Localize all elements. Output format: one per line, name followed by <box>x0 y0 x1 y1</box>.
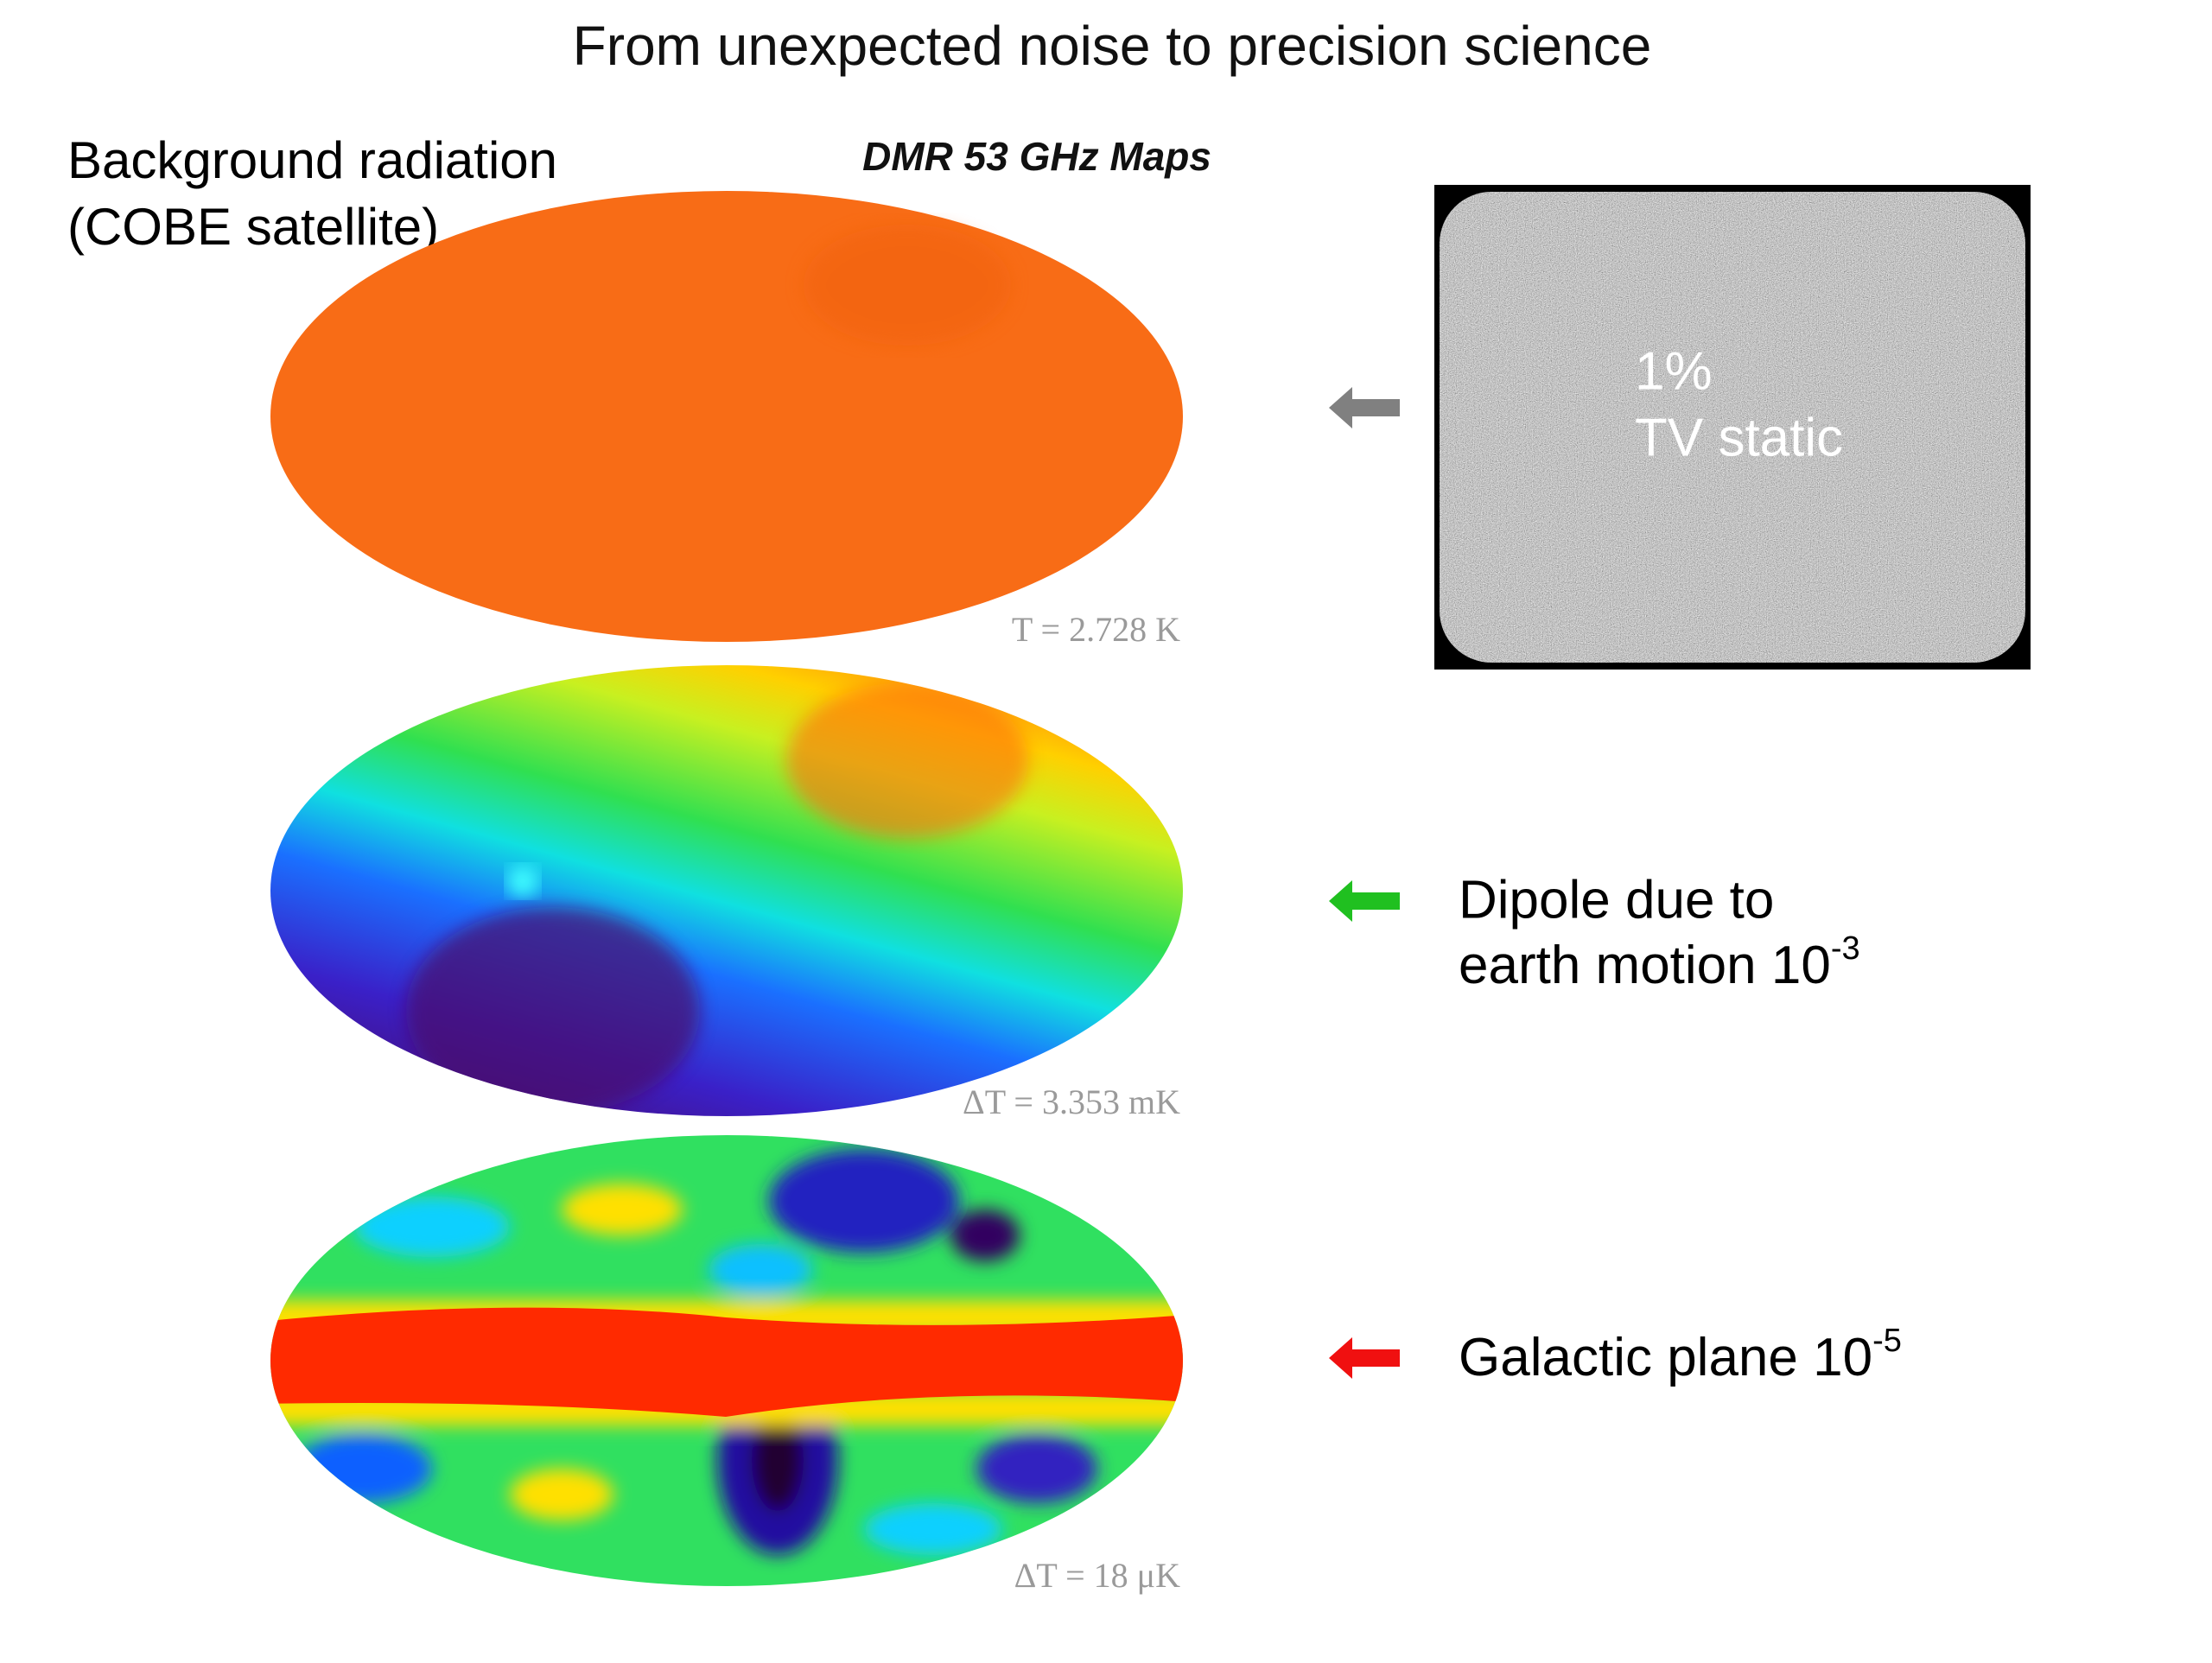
blob <box>709 1244 812 1296</box>
exponent: -5 <box>1872 1323 1902 1359</box>
blob <box>864 1503 1002 1555</box>
dipole-blob <box>406 907 700 1114</box>
blob <box>562 1184 683 1235</box>
note-text: Galactic plane 10 <box>1459 1328 1872 1387</box>
map-caption: T = 2.728 K <box>1012 610 1180 649</box>
side-label: Background radiation <box>67 131 557 189</box>
galactic-band <box>270 1307 1183 1417</box>
exponent: -3 <box>1831 930 1860 967</box>
dipole-blob <box>507 866 538 897</box>
map-caption: ΔT = 18 μK <box>1014 1556 1180 1595</box>
note: Dipole due to <box>1459 870 1774 930</box>
dipole-fill <box>270 665 1183 1116</box>
note: Galactic plane 10-5 <box>1459 1323 1902 1387</box>
side-label: (COBE satellite) <box>67 198 439 256</box>
tv-screen <box>1440 192 2025 663</box>
dipole-blob <box>786 682 1028 838</box>
blob <box>769 1149 959 1253</box>
blob <box>354 1196 510 1257</box>
blob <box>752 1408 804 1512</box>
arrow <box>1329 880 1400 922</box>
blob <box>950 1209 1020 1261</box>
map-caption: ΔT = 3.353 mK <box>963 1082 1180 1121</box>
galactic-map <box>270 1135 1183 1586</box>
note: earth motion 10-3 <box>1459 930 1860 995</box>
arrow <box>1329 387 1400 428</box>
dipole-map <box>270 665 1183 1116</box>
slide-title: From unexpected noise to precision scien… <box>573 15 1652 77</box>
blob <box>510 1469 613 1520</box>
maps-title: DMR 53 GHz Maps <box>862 134 1211 179</box>
tv-noise <box>1440 192 2025 663</box>
tv-label: 1% <box>1635 341 1713 401</box>
blob <box>976 1434 1097 1503</box>
uniform-map <box>270 191 1183 642</box>
arrow <box>1329 1337 1400 1379</box>
blob <box>294 1434 432 1503</box>
note-text: earth motion 10 <box>1459 936 1831 995</box>
map-shade <box>804 225 1011 346</box>
tv-label: TV static <box>1635 408 1843 467</box>
